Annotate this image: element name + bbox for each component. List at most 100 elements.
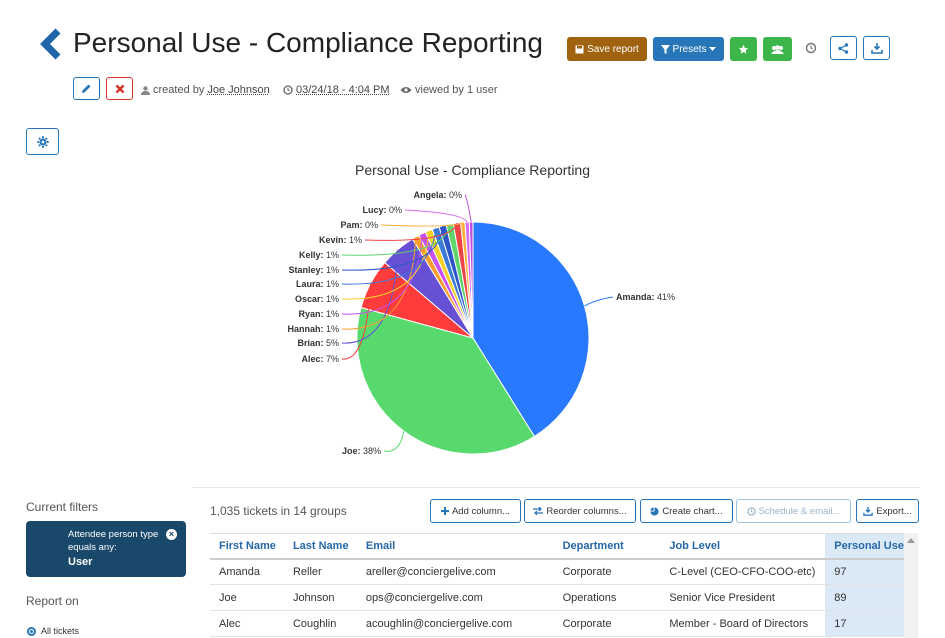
pie-data-label: Kelly: 1% [299, 250, 339, 260]
table-scrollbar[interactable] [904, 533, 918, 638]
share-icon [838, 42, 849, 54]
history-clock-icon[interactable] [805, 42, 817, 54]
table-row[interactable]: Alec Coughlin acoughlin@conciergelive.co… [210, 610, 904, 637]
pie-data-label: Pam: 0% [340, 220, 378, 230]
create-chart-button[interactable]: Create chart... [640, 499, 733, 523]
plus-icon [440, 507, 449, 515]
pie-leader-line [341, 233, 423, 315]
viewed-by-text: viewed by 1 user [415, 84, 498, 96]
col-header-first-name[interactable]: First Name [210, 533, 284, 560]
reorder-columns-button[interactable]: Reorder columns... [524, 499, 636, 523]
filter-chip[interactable]: Attendee person type equals any: User × [26, 521, 186, 577]
cell-first-name: Joe [210, 584, 284, 611]
cell-department: Corporate [553, 558, 661, 585]
create-chart-label: Create chart... [662, 505, 723, 517]
back-chevron-icon[interactable] [38, 28, 66, 60]
cell-personal-use: 97 [825, 558, 904, 585]
export-label: Export... [876, 505, 912, 517]
pie-data-label: Ryan: 1% [298, 309, 339, 319]
cell-personal-use: 17 [825, 610, 904, 637]
table-row[interactable]: Joe Johnson ops@conciergelive.com Operat… [210, 584, 904, 611]
pie-leader-line [364, 222, 458, 241]
close-icon [115, 84, 124, 93]
scroll-up-icon[interactable] [907, 538, 915, 543]
pie-leader-line [341, 228, 437, 285]
cell-email: ops@conciergelive.com [356, 584, 554, 611]
pie-leader-line [341, 283, 371, 360]
eye-icon [400, 87, 412, 93]
save-report-label: Save report [587, 43, 639, 55]
col-header-last-name[interactable]: Last Name [283, 533, 357, 560]
cell-job-level: Senior Vice President [660, 584, 826, 611]
remove-filter-icon[interactable]: × [166, 529, 177, 540]
filter-icon [660, 44, 670, 54]
pie-data-label: Hannah: 1% [287, 324, 339, 334]
clock-icon [283, 85, 293, 95]
settings-button[interactable] [26, 128, 59, 155]
star-icon [738, 44, 749, 54]
chart-title-text: Personal Use - Compliance Reporting [355, 162, 590, 178]
cell-job-level: Member - Board of Directors [660, 610, 826, 637]
pie-leader-line [341, 230, 430, 300]
pie-leader-line [383, 430, 405, 452]
group-button[interactable] [763, 37, 792, 61]
chart-title: Personal Use - Compliance Reporting [0, 162, 945, 178]
filter-operator-label: equals any: [68, 542, 117, 553]
pie-data-label: Lucy: 0% [362, 205, 402, 215]
share-button[interactable] [830, 36, 857, 60]
radio-selected-icon[interactable] [27, 626, 36, 636]
edit-button[interactable] [73, 77, 100, 100]
created-by-meta: created by Joe Johnson [141, 84, 270, 96]
report-table: First Name Last Name Email Department Jo… [210, 533, 904, 637]
filter-field-label: Attendee person type [68, 529, 159, 540]
cell-last-name: Reller [283, 558, 357, 585]
pie-data-label: Amanda: 41% [616, 292, 675, 302]
presets-label: Presets [672, 43, 707, 55]
save-report-button[interactable]: Save report [567, 37, 647, 61]
col-header-department[interactable]: Department [553, 533, 661, 560]
created-by-prefix: created by [153, 84, 205, 96]
export-button[interactable]: Export... [856, 499, 919, 523]
filter-value: User [68, 556, 93, 568]
divider [192, 487, 920, 488]
col-header-personal-use[interactable]: Personal Use [825, 533, 904, 560]
pie-data-label: Laura: 1% [296, 279, 339, 289]
save-icon [575, 45, 584, 53]
schedule-email-label: Schedule & email... [758, 505, 841, 517]
cell-last-name: Coughlin [283, 610, 357, 637]
download-button[interactable] [863, 36, 890, 60]
radio-all-tickets[interactable]: All tickets [27, 626, 79, 636]
reorder-columns-label: Reorder columns... [546, 505, 627, 517]
cell-department: Operations [553, 584, 661, 611]
page-title: Personal Use - Compliance Reporting [73, 27, 543, 58]
created-by-user-link[interactable]: Joe Johnson [207, 84, 270, 96]
pie-leader-line [341, 249, 399, 344]
created-date-meta: 03/24/18 - 4:04 PM [283, 84, 390, 96]
presets-dropdown-button[interactable]: Presets [653, 37, 724, 61]
pie-leader-line [464, 194, 472, 223]
cell-email: areller@conciergelive.com [356, 558, 554, 585]
add-column-button[interactable]: Add column... [430, 499, 521, 523]
table-header-row: First Name Last Name Email Department Jo… [210, 533, 904, 560]
col-header-email[interactable]: Email [356, 533, 554, 560]
viewed-by-meta: viewed by 1 user [400, 84, 498, 96]
cell-personal-use: 89 [825, 584, 904, 611]
cell-first-name: Alec [210, 610, 284, 637]
user-icon [141, 85, 150, 95]
pie-data-label: Stanley: 1% [288, 265, 339, 275]
pie-leader-line [404, 209, 468, 223]
users-icon [771, 44, 784, 54]
pie-data-label: Kevin: 1% [319, 235, 362, 245]
add-column-label: Add column... [451, 505, 511, 517]
tickets-count: 1,035 tickets in 14 groups [210, 504, 347, 518]
pie-data-label: Oscar: 1% [295, 294, 339, 304]
swap-icon [533, 507, 544, 515]
pie-leader-line [584, 296, 614, 307]
delete-button[interactable] [106, 77, 133, 100]
schedule-email-button[interactable]: Schedule & email... [736, 499, 851, 523]
pie-leader-line [341, 237, 417, 330]
cell-first-name: Amanda [210, 558, 284, 585]
table-row[interactable]: Amanda Reller areller@conciergelive.com … [210, 558, 904, 585]
favorite-button[interactable] [730, 37, 757, 61]
col-header-job-level[interactable]: Job Level [660, 533, 826, 560]
